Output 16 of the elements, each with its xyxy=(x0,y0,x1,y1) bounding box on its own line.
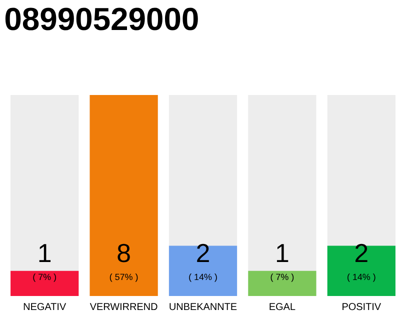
x-tick-label: NEGATIV xyxy=(24,303,66,310)
chart-title: 08990529000 xyxy=(5,8,198,30)
annotation: ( 7% ) xyxy=(270,274,294,282)
data-label: 1 xyxy=(39,244,51,262)
x-tick-label: UNBEKANNTE xyxy=(170,303,237,310)
x-tick-label: VERWIRREND xyxy=(90,303,158,310)
annotation: ( 14% ) xyxy=(189,274,217,282)
data-label: 8 xyxy=(118,244,130,262)
annotation: ( 57% ) xyxy=(110,274,138,282)
x-tick-label: EGAL xyxy=(270,303,296,310)
data-label: 1 xyxy=(276,244,288,262)
x-tick-label: POSITIV xyxy=(342,303,382,310)
annotation: ( 7% ) xyxy=(33,274,56,282)
data-label: 2 xyxy=(355,244,368,262)
annotation: ( 14% ) xyxy=(348,274,376,282)
data-label: 2 xyxy=(197,244,209,262)
